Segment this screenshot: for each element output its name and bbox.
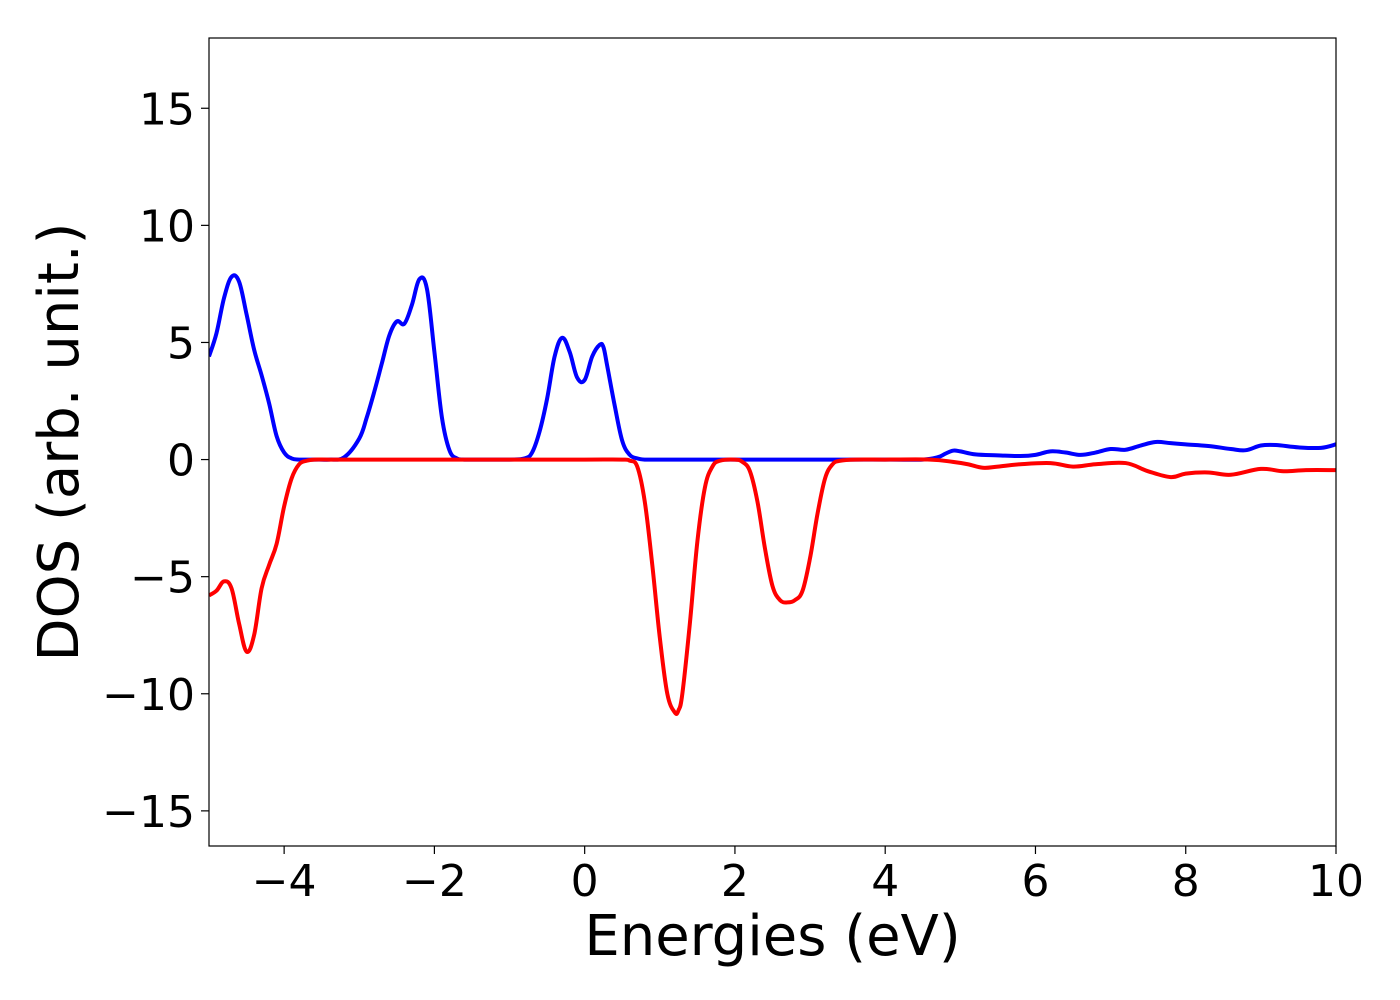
y-axis: −15 −10 −5 0 5 10 15: [102, 84, 209, 838]
y-tick-label: 5: [167, 318, 195, 369]
x-axis: −4 −2 0 2 4 6 8 10: [252, 846, 1364, 907]
x-tick-label: −4: [252, 856, 317, 907]
x-tick-label: 0: [571, 856, 599, 907]
y-tick-label: 0: [167, 436, 195, 487]
series-line-spin-up: [209, 273, 1336, 462]
y-tick-label: −10: [102, 670, 195, 721]
y-tick-label: 15: [139, 84, 195, 135]
x-tick-label: 2: [721, 856, 749, 907]
x-tick-label: −2: [402, 856, 467, 907]
x-tick-label: 4: [871, 856, 899, 907]
x-axis-title: Energies (eV): [584, 904, 960, 969]
series-line-spin-down: [209, 457, 1336, 716]
y-tick-label: 10: [139, 201, 195, 252]
series-layer: [209, 273, 1336, 716]
x-tick-label: 10: [1308, 856, 1364, 907]
y-tick-label: −5: [130, 553, 195, 604]
x-tick-label: 6: [1021, 856, 1049, 907]
y-axis-title: DOS (arb. unit.): [27, 222, 92, 661]
y-tick-label: −15: [102, 787, 195, 838]
plot-frame: [208, 37, 1337, 847]
x-tick-label: 8: [1172, 856, 1200, 907]
